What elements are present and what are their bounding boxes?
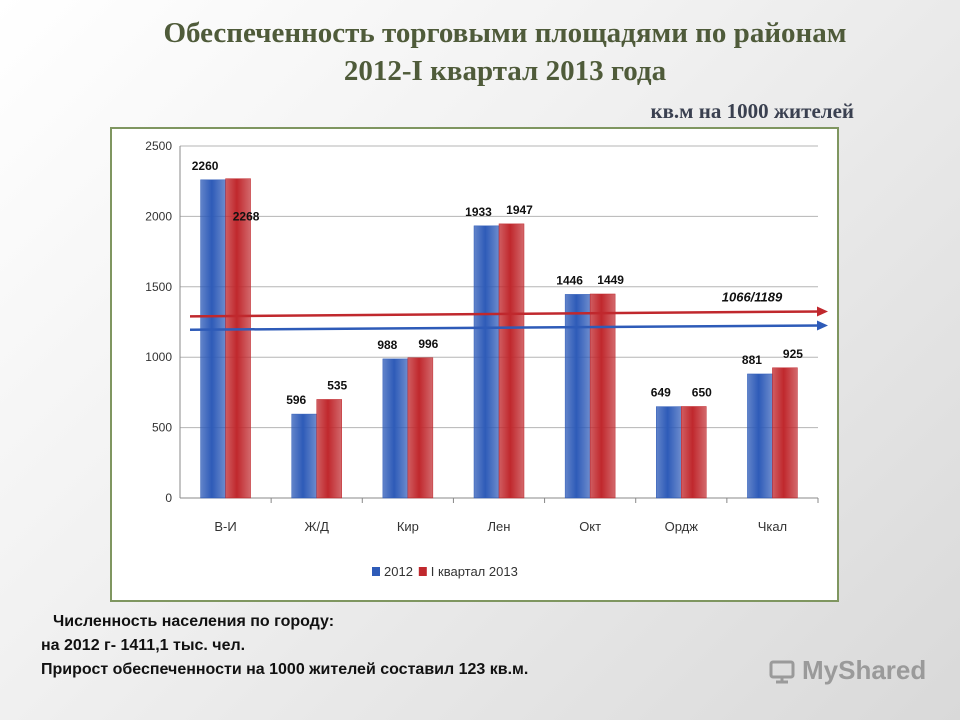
bar-2012-Кир bbox=[382, 358, 409, 499]
x-tick-label: В-И bbox=[214, 519, 236, 534]
legend-entry: 2012 bbox=[384, 564, 413, 579]
data-label: 881 bbox=[742, 353, 762, 367]
bar-2012-Чкал bbox=[747, 373, 773, 499]
growth-statement: Прирост обеспеченности на 1000 жителей с… bbox=[41, 661, 529, 678]
x-tick-label: Окт bbox=[579, 519, 601, 534]
data-label: 2268 bbox=[233, 210, 260, 224]
bar-2012-Окт bbox=[564, 294, 591, 499]
bar-2012-Лен bbox=[473, 225, 500, 499]
legend-swatch bbox=[372, 567, 380, 576]
data-label: 649 bbox=[651, 386, 671, 400]
x-tick-label: Кир bbox=[397, 519, 419, 534]
data-label: 650 bbox=[692, 385, 712, 399]
legend-swatch bbox=[418, 567, 427, 576]
bar-chart: 0 500 1000 1500 2000 2500 2260 2268 В-И 596 535 Ж/Д… bbox=[145, 139, 828, 579]
data-label: 1449 bbox=[597, 273, 624, 287]
data-label: 596 bbox=[286, 393, 306, 407]
bar-I-квартал-2013-Ж/Д bbox=[316, 399, 342, 499]
bar-I-квартал-2013-Чкал bbox=[772, 367, 798, 499]
legend-entry: I квартал 2013 bbox=[431, 564, 518, 579]
bar-I-квартал-2013-Кир bbox=[407, 357, 434, 499]
data-label: 996 bbox=[418, 337, 438, 351]
chart-frame: 0 500 1000 1500 2000 2500 2260 2268 В-И 596 535 Ж/Д… bbox=[110, 127, 839, 602]
y-tick-label: 2000 bbox=[145, 209, 172, 223]
average-label: 1066/1189 bbox=[722, 290, 783, 305]
y-tick-label: 500 bbox=[152, 421, 172, 435]
average-line bbox=[189, 310, 823, 318]
bar-2012-Ордж bbox=[656, 406, 682, 499]
data-label: 925 bbox=[783, 347, 803, 361]
bar-2012-Ж/Д bbox=[291, 413, 317, 499]
x-tick-label: Лен bbox=[488, 519, 511, 534]
x-tick-label: Ордж bbox=[665, 519, 699, 534]
slide-title: Обеспеченность торговыми площадями по ра… bbox=[0, 14, 960, 90]
units-label: кв.м на 1000 жителей bbox=[650, 99, 854, 123]
bar-I-квартал-2013-Лен bbox=[498, 223, 525, 499]
y-tick-label: 0 bbox=[165, 491, 172, 505]
footer-notes: Численность населения по городу: на 2012… bbox=[41, 610, 528, 682]
y-tick-label: 1000 bbox=[145, 350, 172, 364]
data-label: 1446 bbox=[556, 273, 583, 287]
bar-2012-В-И bbox=[200, 179, 226, 499]
bar-I-квартал-2013-Ордж bbox=[681, 406, 707, 499]
data-label: 1947 bbox=[506, 203, 533, 217]
data-label: 535 bbox=[327, 378, 347, 392]
average-line bbox=[189, 324, 823, 331]
title-line-2: 2012-I квартал 2013 года bbox=[343, 55, 667, 87]
y-tick-label: 1500 bbox=[145, 280, 172, 294]
population-value: на 2012 г- 1411,1 тыс. чел. bbox=[41, 637, 246, 654]
average-arrowhead bbox=[817, 320, 828, 331]
title-line-1: Обеспеченность торговыми площадями по ра… bbox=[163, 17, 847, 49]
x-tick-label: Ж/Д bbox=[305, 519, 330, 534]
x-tick-label: Чкал bbox=[758, 519, 787, 534]
watermark-text: MyShared bbox=[802, 655, 927, 685]
bar-I-квартал-2013-В-И bbox=[225, 178, 251, 499]
presentation-icon bbox=[769, 660, 795, 683]
population-heading: Численность населения по городу: bbox=[53, 613, 335, 630]
data-label: 2260 bbox=[192, 159, 219, 173]
data-label: 988 bbox=[377, 338, 397, 352]
y-tick-label: 2500 bbox=[145, 139, 172, 153]
average-arrowhead bbox=[817, 306, 828, 317]
data-label: 1933 bbox=[465, 205, 492, 219]
bar-I-квартал-2013-Окт bbox=[589, 293, 616, 499]
watermark: MyShared bbox=[768, 655, 926, 686]
